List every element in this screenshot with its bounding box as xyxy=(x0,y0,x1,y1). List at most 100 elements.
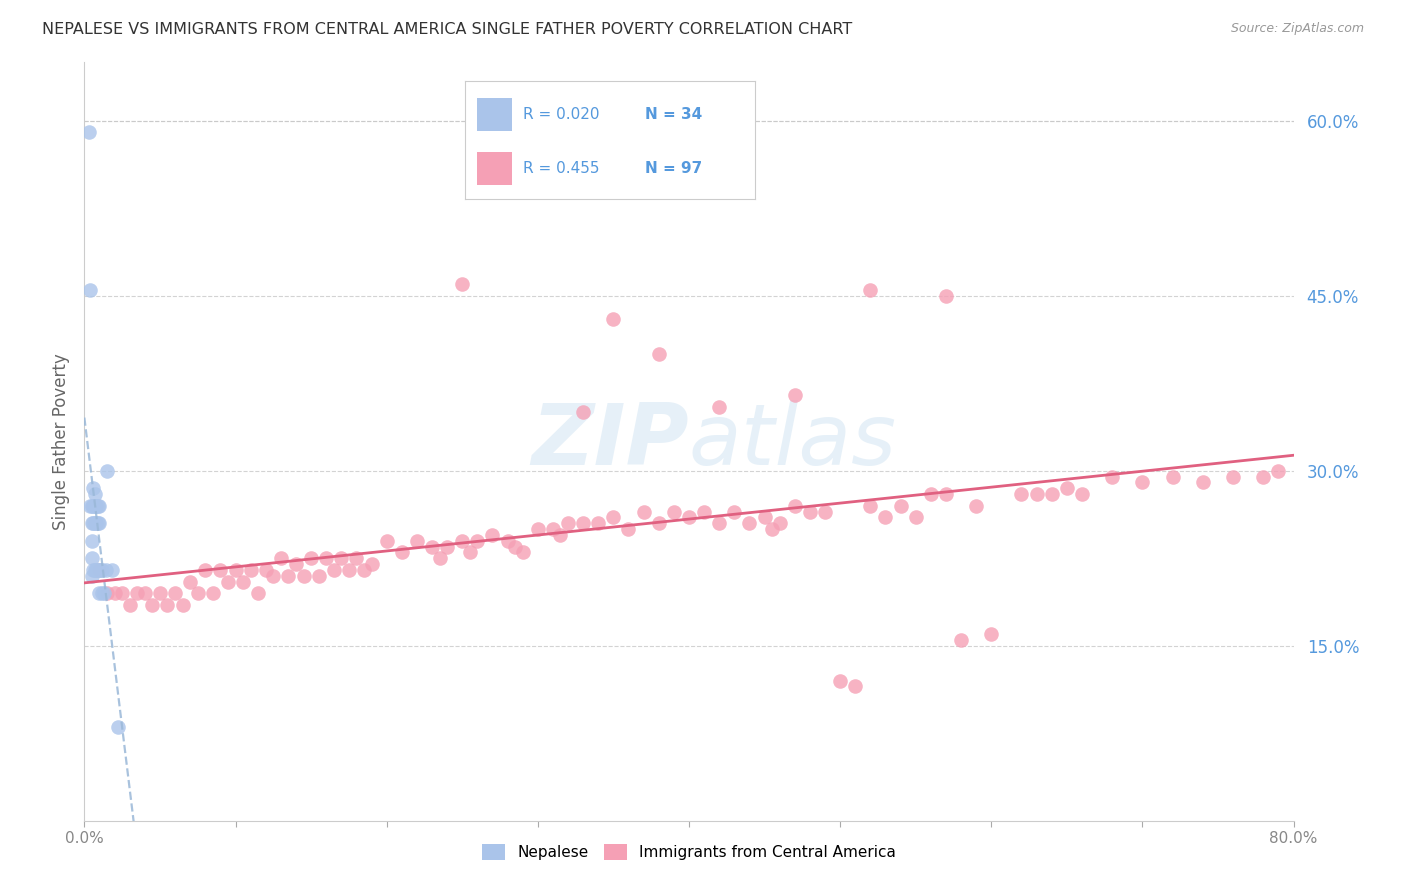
Point xyxy=(82,516,104,531)
Point xyxy=(84,516,107,531)
Point xyxy=(247,586,270,600)
Point xyxy=(89,586,111,600)
Point xyxy=(662,504,685,518)
Point xyxy=(330,551,353,566)
Point xyxy=(1040,487,1063,501)
Point xyxy=(602,510,624,524)
Point xyxy=(980,627,1002,641)
Point xyxy=(80,533,103,548)
Point xyxy=(285,557,308,571)
Point xyxy=(299,551,322,566)
Point xyxy=(91,563,114,577)
Point xyxy=(149,586,172,600)
Point xyxy=(541,522,564,536)
Point xyxy=(830,673,852,688)
Point xyxy=(209,563,232,577)
Point xyxy=(89,563,111,577)
Point xyxy=(1253,469,1275,483)
Point xyxy=(481,528,503,542)
Point xyxy=(217,574,239,589)
Point xyxy=(844,680,866,694)
Point xyxy=(935,487,957,501)
Point xyxy=(709,516,731,531)
Point xyxy=(723,504,745,518)
Point xyxy=(693,504,716,518)
Point xyxy=(572,516,595,531)
Point xyxy=(87,516,110,531)
Point xyxy=(262,568,284,582)
Point xyxy=(225,563,247,577)
Point xyxy=(315,551,337,566)
Point xyxy=(783,388,806,402)
Point xyxy=(107,720,129,734)
Point xyxy=(512,545,534,559)
Point xyxy=(360,557,382,571)
Point xyxy=(86,499,108,513)
Point xyxy=(96,464,118,478)
Point xyxy=(920,487,942,501)
Point xyxy=(172,598,194,612)
Point xyxy=(550,528,572,542)
Point xyxy=(875,510,897,524)
Point xyxy=(89,563,111,577)
Point xyxy=(80,499,103,513)
Point xyxy=(1071,487,1094,501)
Point xyxy=(496,533,519,548)
Point xyxy=(254,563,277,577)
Point xyxy=(308,568,330,582)
Point xyxy=(94,563,117,577)
Point xyxy=(353,563,375,577)
Point xyxy=(194,563,217,577)
Point xyxy=(769,516,792,531)
Point xyxy=(1267,464,1289,478)
Point xyxy=(346,551,368,566)
Point xyxy=(451,533,474,548)
Point xyxy=(89,516,111,531)
Point xyxy=(1101,469,1123,483)
Point xyxy=(602,312,624,326)
Point xyxy=(89,499,111,513)
Point xyxy=(814,504,837,518)
Text: ZIP: ZIP xyxy=(531,400,689,483)
Point xyxy=(79,283,101,297)
Point xyxy=(87,499,110,513)
Point xyxy=(104,586,127,600)
Point xyxy=(799,504,821,518)
Point xyxy=(86,563,108,577)
Point xyxy=(406,533,429,548)
Point xyxy=(436,540,458,554)
Point xyxy=(141,598,163,612)
Point xyxy=(648,347,671,361)
Point xyxy=(783,499,806,513)
Point xyxy=(904,510,927,524)
Point xyxy=(633,504,655,518)
Text: Source: ZipAtlas.com: Source: ZipAtlas.com xyxy=(1230,22,1364,36)
Point xyxy=(165,586,187,600)
Point xyxy=(1011,487,1033,501)
Point xyxy=(761,522,783,536)
Point xyxy=(156,598,179,612)
Point xyxy=(82,481,104,495)
Point xyxy=(1056,481,1078,495)
Point xyxy=(87,563,110,577)
Point xyxy=(79,499,101,513)
Point xyxy=(80,516,103,531)
Point xyxy=(80,568,103,582)
Point xyxy=(134,586,156,600)
Point xyxy=(84,487,107,501)
Point xyxy=(118,598,141,612)
Point xyxy=(96,586,118,600)
Point xyxy=(965,499,987,513)
Point xyxy=(950,632,973,647)
Point xyxy=(1222,469,1244,483)
Point xyxy=(527,522,550,536)
Y-axis label: Single Father Poverty: Single Father Poverty xyxy=(52,353,70,530)
Point xyxy=(617,522,640,536)
Point xyxy=(1161,469,1184,483)
Point xyxy=(90,563,112,577)
Point xyxy=(270,551,292,566)
Point xyxy=(429,551,451,566)
Point xyxy=(588,516,610,531)
Point xyxy=(100,563,122,577)
Point xyxy=(678,510,700,524)
